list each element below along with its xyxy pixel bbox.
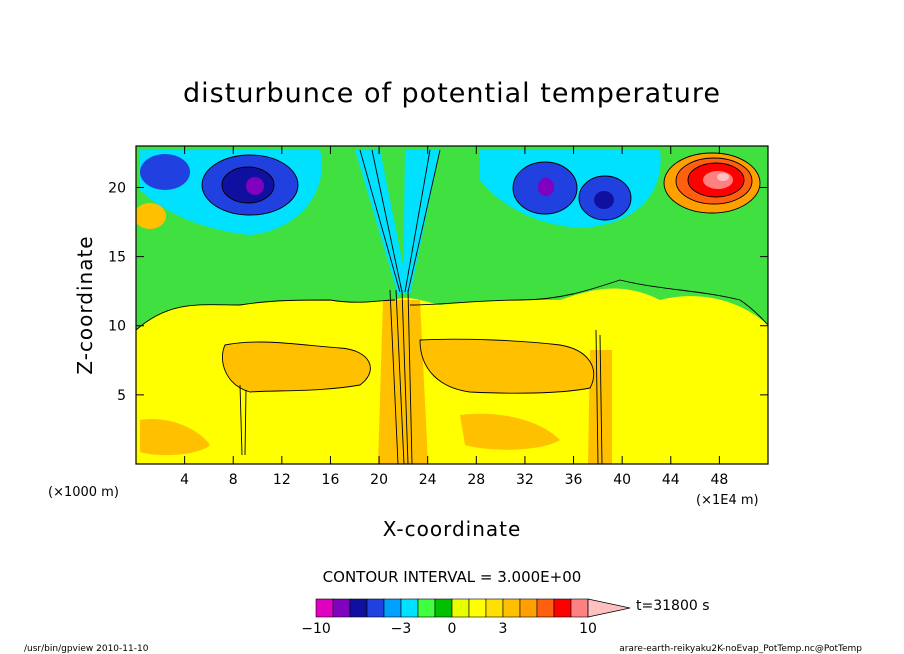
x-tick-label: 16	[322, 472, 340, 488]
colorbar-tick-label: −10	[301, 621, 331, 637]
field-low-orange-mid	[460, 413, 560, 450]
y-axis-label: Z-coordinate	[73, 235, 97, 374]
plot-frame	[135, 145, 769, 465]
contour-interval-label: CONTOUR INTERVAL = 3.000E+00	[323, 568, 582, 586]
x-tick-label: 8	[229, 472, 238, 488]
field-core-purple-left	[246, 177, 264, 195]
plot-area	[136, 146, 768, 464]
footer-right: arare-earth-reikyaku2K-noEvap_PotTemp.nc…	[619, 644, 862, 654]
field-column-orange-right	[588, 350, 612, 464]
x-tick-label: 4	[180, 472, 189, 488]
y-tick-label: 20	[108, 180, 126, 196]
x-tick-label: 48	[710, 472, 728, 488]
x-tick-label: 36	[565, 472, 583, 488]
field-warm-peak	[717, 173, 729, 181]
colorbar-swatch	[434, 598, 453, 618]
y-tick-label: 15	[108, 250, 126, 266]
x-tick-label: 28	[467, 472, 485, 488]
field-plume-right	[403, 150, 440, 295]
colorbar-tick-label: 3	[499, 621, 508, 637]
x-tick-label: 20	[370, 472, 388, 488]
colorbar-tick-label: 10	[579, 621, 597, 637]
field-column-orange	[378, 300, 428, 464]
chart-title: disturbunce of potential temperature	[183, 78, 721, 109]
x-tick-label: 24	[419, 472, 437, 488]
colorbar-swatch	[366, 598, 385, 618]
colorbar: −10 −3 0 3 10	[301, 598, 631, 637]
colorbar-swatch	[417, 598, 436, 618]
x-tick-label: 44	[662, 472, 680, 488]
colorbar-swatch	[570, 598, 589, 618]
colorbar-arrow	[587, 598, 631, 618]
colorbar-swatch	[519, 598, 538, 618]
colorbar-swatch	[502, 598, 521, 618]
x-axis-label: X-coordinate	[383, 517, 522, 541]
colorbar-swatch	[332, 598, 351, 618]
colorbar-swatch	[315, 598, 334, 618]
colorbar-swatch	[451, 598, 470, 618]
colorbar-swatch	[485, 598, 504, 618]
colorbar-tick-label: −3	[391, 621, 412, 637]
contour-lines	[136, 149, 768, 464]
field-core-blue-far-left	[140, 154, 190, 190]
colorbar-swatch	[349, 598, 368, 618]
colorbar-swatch	[400, 598, 419, 618]
y-tick-label: 10	[108, 319, 126, 335]
field-low-orange-right	[420, 339, 594, 394]
field-warm-left-edge	[136, 203, 166, 229]
x-axis: 4 8 12 16 20 24 28 32 36 40 44 48	[180, 146, 728, 488]
y-tick-label: 5	[117, 388, 126, 404]
field-core-navy-right	[594, 191, 614, 209]
time-label: t=31800 s	[636, 598, 710, 614]
field-low-orange-left	[222, 341, 371, 392]
footer-left: /usr/bin/gpview 2010-11-10	[24, 644, 149, 654]
x-unit-right: (×1E4 m)	[696, 493, 759, 508]
colorbar-swatch	[553, 598, 572, 618]
colorbar-swatch	[536, 598, 555, 618]
x-tick-label: 40	[613, 472, 631, 488]
x-unit-left: (×1000 m)	[48, 485, 119, 500]
field-core-purple-mid	[538, 178, 554, 196]
x-tick-label: 32	[516, 472, 534, 488]
field-low-orange-far-left	[140, 419, 210, 456]
field-warm-core	[703, 171, 733, 189]
x-tick-label: 12	[273, 472, 291, 488]
colorbar-tick-label: 0	[448, 621, 457, 637]
colorbar-swatch	[468, 598, 487, 618]
colorbar-swatch	[383, 598, 402, 618]
y-axis: 5 10 15 20	[108, 180, 768, 404]
